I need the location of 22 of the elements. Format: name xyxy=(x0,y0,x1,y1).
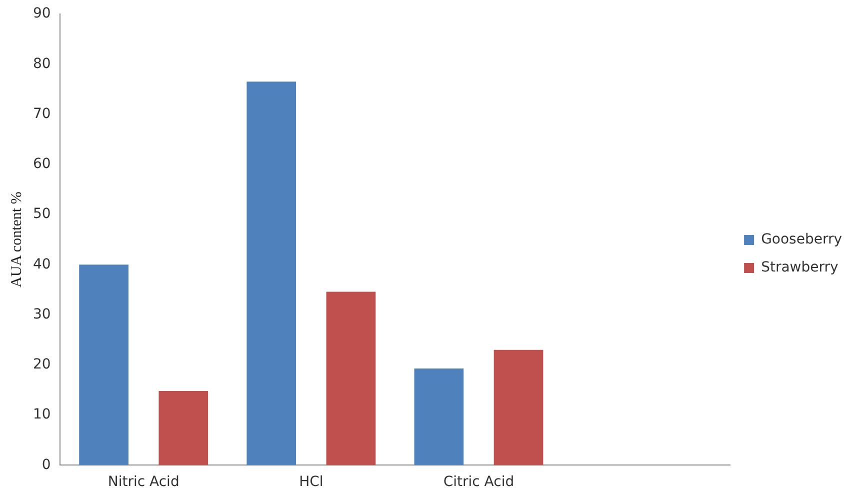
x-tick-label: HCl xyxy=(299,474,324,490)
y-axis-title: AUA content % xyxy=(8,192,25,288)
y-tick-label: 80 xyxy=(32,56,51,72)
y-tick-label: 0 xyxy=(42,456,51,473)
bar xyxy=(414,368,464,466)
legend-label: Strawberry xyxy=(761,260,838,276)
bar xyxy=(79,264,128,466)
y-tick-label: 50 xyxy=(32,206,51,222)
y-tick-label: 20 xyxy=(32,356,51,373)
x-tick-label: Nitric Acid xyxy=(108,474,180,490)
y-tick-label: 60 xyxy=(32,156,51,172)
bar xyxy=(494,350,544,466)
legend-label: Gooseberry xyxy=(761,232,842,248)
bar xyxy=(158,391,208,466)
bar xyxy=(246,82,296,466)
y-tick-label: 40 xyxy=(32,256,51,272)
x-tick-label: Citric Acid xyxy=(443,474,514,490)
y-tick-label: 70 xyxy=(32,106,51,122)
y-tick-label: 10 xyxy=(32,406,51,423)
bar xyxy=(326,292,376,466)
y-tick-label: 90 xyxy=(32,6,51,22)
y-tick-label: 30 xyxy=(32,306,51,322)
